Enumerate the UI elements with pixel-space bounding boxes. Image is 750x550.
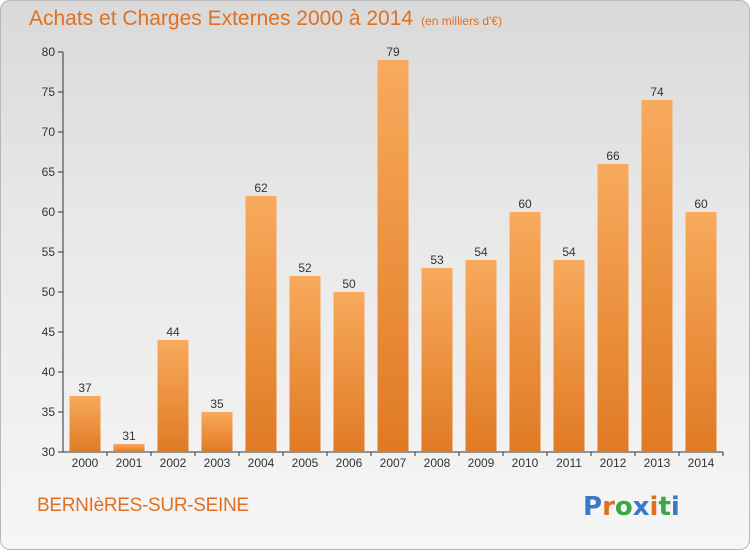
y-tick-label: 30 [42,445,56,459]
y-tick-label: 55 [42,245,56,259]
commune-name: BERNIèRES-SUR-SEINE [37,495,249,516]
data-label-2003: 35 [210,397,224,411]
chart-title-text: Achats et Charges Externes 2000 à 2014 [29,7,414,30]
y-tick-label: 35 [42,405,56,419]
x-tick-label-2007: 2007 [380,456,407,470]
x-tick-label-2008: 2008 [424,456,451,470]
y-tick-label: 70 [42,125,56,139]
bar-2010 [509,212,541,452]
svg-text:Proxiti: Proxiti [583,492,680,522]
data-label-2001: 31 [122,429,136,443]
x-tick-label-2001: 2001 [116,456,143,470]
y-tick-label: 40 [42,365,56,379]
x-tick-label-2013: 2013 [644,456,671,470]
data-label-2004: 62 [254,181,268,195]
bar-2005 [289,276,321,452]
x-tick-label-2005: 2005 [292,456,319,470]
data-label-2012: 66 [606,149,620,163]
data-label-2014: 60 [694,197,708,211]
bar-2009 [465,260,497,452]
bar-2006 [333,292,365,452]
x-tick-label-2004: 2004 [248,456,275,470]
x-tick-label-2014: 2014 [688,456,715,470]
y-tick-label: 45 [42,325,56,339]
data-label-2005: 52 [298,261,312,275]
data-label-2011: 54 [562,245,576,259]
y-tick-label: 60 [42,205,56,219]
proxiti-logo: Proxiti [583,492,680,522]
data-labels: 37 31 44 35 62 52 50 79 53 54 60 54 66 74 60 [78,45,708,443]
bar-2014 [685,212,717,452]
chart-unit: (en milliers d'€) [421,14,503,28]
y-tick-label: 50 [42,285,56,299]
x-tick-label-2003: 2003 [204,456,231,470]
bar-2007 [377,60,409,452]
data-label-2008: 53 [430,253,444,267]
y-tick-label: 80 [42,45,56,59]
data-label-2009: 54 [474,245,488,259]
bar-2001 [113,444,145,452]
bars [69,60,717,452]
bar-2012 [597,164,629,452]
data-label-2002: 44 [166,325,180,339]
x-tick-label-2012: 2012 [600,456,627,470]
data-label-2000: 37 [78,381,92,395]
x-tick-label-2009: 2009 [468,456,495,470]
y-tick-label: 75 [42,85,56,99]
chart-title: Achats et Charges Externes 2000 à 2014 (e… [29,7,502,31]
x-tick-label-2011: 2011 [556,456,582,470]
data-label-2007: 79 [386,45,400,59]
bar-2004 [245,196,277,452]
bar-2002 [157,340,189,452]
bar-2008 [421,268,453,452]
x-tick-label-2010: 2010 [512,456,539,470]
y-tick-label: 65 [42,165,56,179]
data-label-2013: 74 [650,85,664,99]
data-label-2006: 50 [342,277,356,291]
x-tick-label-2000: 2000 [72,456,99,470]
x-tick-label-2002: 2002 [160,456,187,470]
bar-2011 [553,260,585,452]
bar-2013 [641,100,673,452]
bar-2000 [69,396,101,452]
x-tick-label-2006: 2006 [336,456,363,470]
data-label-2010: 60 [518,197,532,211]
bar-2003 [201,412,233,452]
